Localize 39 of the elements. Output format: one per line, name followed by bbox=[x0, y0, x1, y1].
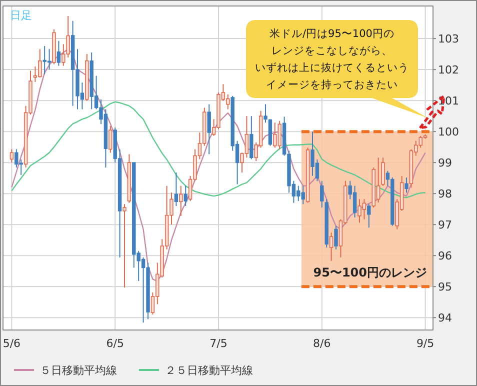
y-tick-label: 99 bbox=[438, 156, 452, 170]
legend-label: ２５日移動平均線 bbox=[165, 364, 253, 377]
x-tick-label: 6/5 bbox=[106, 337, 124, 350]
candlestick bbox=[108, 125, 112, 154]
y-tick-label: 95 bbox=[438, 280, 452, 294]
legend-label: ５日移動平均線 bbox=[40, 364, 117, 377]
y-tick-label: 100 bbox=[438, 126, 459, 139]
annotation: レンジをこなしながら、 bbox=[272, 45, 392, 57]
candlestick bbox=[179, 185, 183, 216]
x-tick-label: 8/6 bbox=[313, 337, 331, 350]
candlestick bbox=[320, 180, 324, 208]
candlestick bbox=[404, 176, 408, 194]
candlestick bbox=[367, 204, 371, 228]
y-tick-label: 102 bbox=[438, 64, 459, 77]
annotation: 米ドル/円は95〜100円の bbox=[270, 27, 394, 40]
band-label: 95〜100円のレンジ bbox=[313, 266, 427, 280]
candlestick bbox=[334, 225, 338, 250]
candlestick bbox=[174, 172, 178, 206]
candlestick bbox=[264, 104, 268, 124]
x-tick-label: 9/5 bbox=[416, 337, 434, 350]
candlestick bbox=[207, 104, 211, 155]
candlestick bbox=[184, 185, 188, 206]
x-tick-label: 5/6 bbox=[2, 337, 21, 350]
y-tick-label: 103 bbox=[438, 32, 459, 46]
y-tick-label: 98 bbox=[438, 188, 452, 201]
candlestick bbox=[56, 40, 61, 66]
candlestick bbox=[10, 148, 14, 164]
line-series bbox=[11, 101, 426, 198]
y-tick-label: 97 bbox=[438, 218, 452, 232]
y-tick-label: 96 bbox=[438, 250, 452, 263]
candlestick bbox=[122, 204, 126, 288]
candlestick bbox=[381, 157, 385, 186]
y-tick-label: 94 bbox=[438, 312, 452, 325]
annotation: イメージを持っておきたい bbox=[266, 79, 398, 91]
x-tick-label: 7/5 bbox=[210, 337, 228, 350]
candlestick bbox=[329, 232, 334, 262]
annotation: いずれは上に抜けてくるという bbox=[255, 61, 409, 74]
annotation: 日足 bbox=[10, 9, 32, 22]
candlestick bbox=[250, 116, 254, 160]
